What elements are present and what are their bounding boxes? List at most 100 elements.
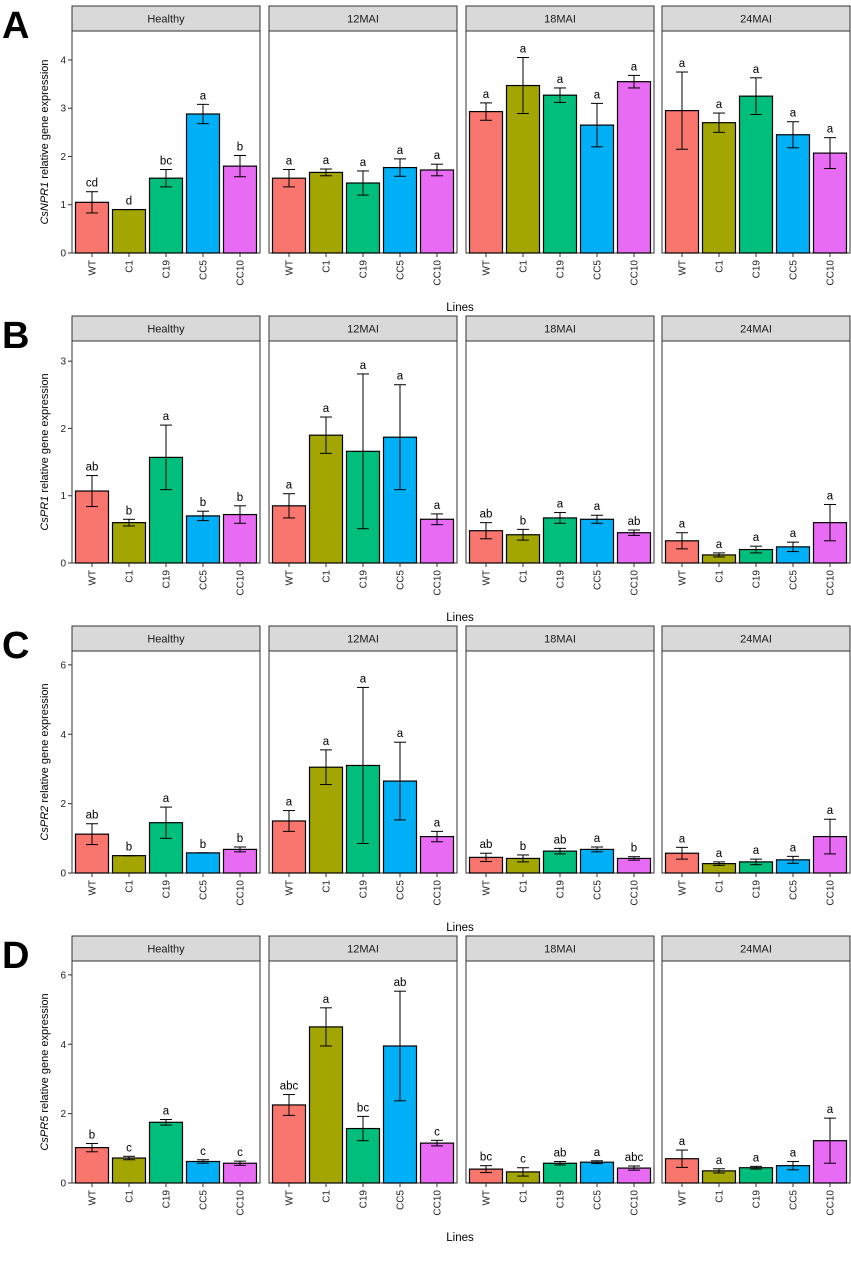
x-tick-label: CC10 <box>826 880 837 906</box>
bar-wt <box>468 110 504 254</box>
significance-letter: abc <box>280 1081 299 1093</box>
y-axis-gene-name: CsPR5 <box>39 1115 51 1151</box>
significance-letter: a <box>557 74 564 86</box>
significance-letter: a <box>286 156 293 168</box>
facet-12mai: 12MAI a WT a C1 a C19 a CC5 a CC10 <box>268 5 458 286</box>
facet-strip-label: 24MAI <box>740 14 772 26</box>
facet-healthy: Healthy ab WT b C1 a C19 b CC5 b CC10 <box>71 315 261 596</box>
x-tick-label: CC5 <box>593 1190 604 1210</box>
x-axis-title: Lines <box>446 922 474 934</box>
bar-c1 <box>308 171 344 254</box>
y-tick-label: 0 <box>60 869 66 880</box>
bar-c19 <box>148 1121 184 1184</box>
x-tick-label: C1 <box>125 260 136 273</box>
significance-letter: a <box>827 490 834 502</box>
y-tick-label: 1 <box>60 491 66 502</box>
y-tick-label: 3 <box>60 357 66 368</box>
x-tick-label: CC10 <box>630 880 641 906</box>
significance-letter: a <box>716 539 723 551</box>
significance-letter: c <box>434 1126 440 1138</box>
y-tick-label: 4 <box>60 730 66 741</box>
facet-strip <box>465 315 655 342</box>
significance-letter: a <box>200 90 207 102</box>
facet-strip <box>71 315 261 342</box>
x-tick-label: C19 <box>162 570 173 589</box>
x-tick-label: CC5 <box>199 1190 210 1210</box>
facet-strip-label: 18MAI <box>544 14 576 26</box>
significance-letter: bc <box>357 1102 369 1114</box>
bar-cc10 <box>616 532 652 564</box>
x-tick-label: WT <box>88 880 99 896</box>
facet-healthy: Healthy b WT c C1 a C19 c CC5 c CC10 <box>71 935 261 1216</box>
bar-cc5 <box>185 852 221 874</box>
x-tick-label: CC10 <box>236 1190 247 1216</box>
x-tick-label: WT <box>285 1190 296 1206</box>
bar-wt <box>271 1104 307 1184</box>
facet-24mai: 24MAI a WT a C1 a C19 a CC5 a CC10 <box>661 935 851 1216</box>
bar-cc5 <box>185 1160 221 1184</box>
significance-letter: a <box>434 817 441 829</box>
significance-letter: ab <box>480 839 493 851</box>
facet-strip-label: 12MAI <box>347 944 379 956</box>
significance-letter: b <box>631 843 637 855</box>
x-tick-label: CC10 <box>433 570 444 596</box>
panel-b: B CsPR1 relative gene expression 0 1 2 3 Healt… <box>2 315 851 624</box>
x-tick-label: WT <box>482 880 493 896</box>
facet-strip <box>71 625 261 652</box>
y-tick-label: 2 <box>60 152 66 163</box>
bar-cc10 <box>222 165 258 254</box>
x-tick-label: C1 <box>322 570 333 583</box>
significance-letter: a <box>434 150 441 162</box>
panel-d: D CsPR5 relative gene expression 0 2 4 6 Healt… <box>2 935 851 1244</box>
significance-letter: c <box>237 1147 243 1159</box>
bar-cc5 <box>185 113 221 254</box>
significance-letter: a <box>790 842 797 854</box>
significance-letter: a <box>753 1152 760 1164</box>
facet-24mai: 24MAI a WT a C1 a C19 a CC5 a CC10 <box>661 315 851 596</box>
x-tick-label: CC5 <box>396 1190 407 1210</box>
significance-letter: b <box>89 1129 95 1141</box>
x-tick-label: WT <box>482 260 493 276</box>
facet-strip-label: 12MAI <box>347 324 379 336</box>
significance-letter: a <box>594 89 601 101</box>
x-tick-label: WT <box>678 880 689 896</box>
x-tick-label: C1 <box>519 880 530 893</box>
x-tick-label: C19 <box>359 1190 370 1209</box>
x-tick-label: CC10 <box>826 1190 837 1216</box>
facet-strip <box>465 625 655 652</box>
facet-strip-label: 18MAI <box>544 324 576 336</box>
bar-c19 <box>542 94 578 254</box>
x-tick-label: WT <box>678 570 689 586</box>
facet-strip-label: 18MAI <box>544 944 576 956</box>
y-tick-label: 2 <box>60 424 66 435</box>
x-tick-label: C1 <box>322 880 333 893</box>
significance-letter: a <box>397 371 404 383</box>
facet-18mai: 18MAI a WT a C1 a C19 a CC5 a CC10 <box>465 5 655 286</box>
significance-letter: a <box>286 480 293 492</box>
significance-letter: ab <box>628 516 641 528</box>
facet-strip-label: 18MAI <box>544 634 576 646</box>
facet-strip-label: 12MAI <box>347 634 379 646</box>
x-tick-label: C19 <box>752 1190 763 1209</box>
x-tick-label: CC10 <box>433 1190 444 1216</box>
significance-letter: a <box>631 61 638 73</box>
significance-letter: bc <box>480 1152 492 1164</box>
panel-label: B <box>2 315 29 357</box>
significance-letter: a <box>753 845 760 857</box>
facet-strip <box>268 625 458 652</box>
y-tick-label: 0 <box>60 559 66 570</box>
significance-letter: b <box>520 515 526 527</box>
bar-c19 <box>542 850 578 874</box>
x-tick-label: C1 <box>322 260 333 273</box>
significance-letter: b <box>126 842 132 854</box>
y-tick-label: 3 <box>60 104 66 115</box>
x-tick-label: CC10 <box>826 260 837 286</box>
bar-cc10 <box>222 1162 258 1184</box>
significance-letter: b <box>200 497 206 509</box>
facet-12mai: 12MAI a WT a C1 a C19 a CC5 a CC10 <box>268 625 458 906</box>
facet-strip-label: 24MAI <box>740 634 772 646</box>
x-tick-label: C1 <box>519 570 530 583</box>
x-tick-label: C19 <box>556 1190 567 1209</box>
x-tick-label: CC10 <box>433 260 444 286</box>
y-tick-label: 0 <box>60 1179 66 1190</box>
